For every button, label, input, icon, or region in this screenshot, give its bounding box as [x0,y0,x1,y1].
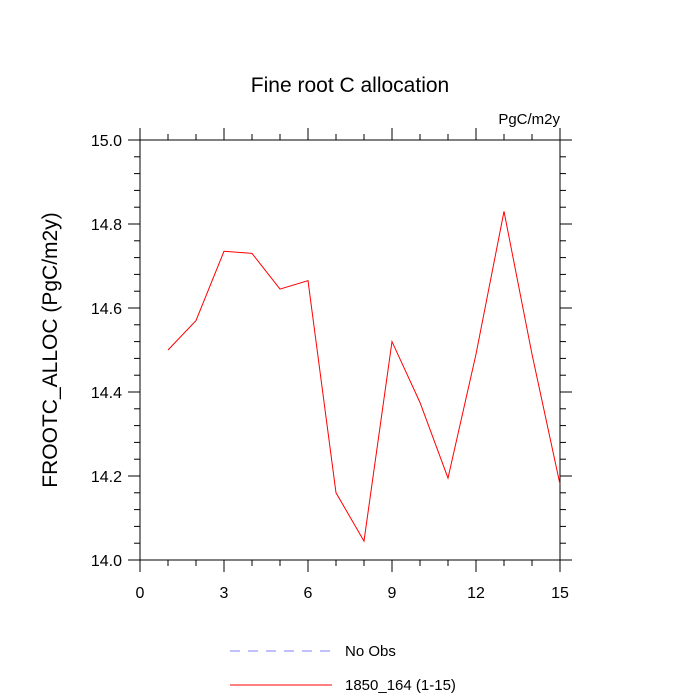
x-tick-label: 0 [136,585,145,602]
x-tick-label: 6 [304,585,313,602]
y-tick-label: 15.0 [91,133,122,150]
y-tick-label: 14.6 [91,301,122,318]
units-label: PgC/m2y [498,111,560,128]
legend-label-0: No Obs [345,643,396,660]
series-line-1 [167,211,561,543]
x-tick-label: 15 [551,585,569,602]
series-lines [167,211,561,543]
axis-ticks [128,128,572,572]
y-tick-label: 14.2 [91,469,122,486]
chart-title: Fine root C allocation [251,74,449,97]
x-tick-label: 3 [220,585,229,602]
x-tick-label: 9 [388,585,397,602]
y-axis-label: FROOTC_ALLOC (PgC/m2y) [39,212,62,487]
legend-label-1: 1850_164 (1-15) [345,677,456,694]
plot-frame [139,139,561,561]
x-tick-label: 12 [467,585,485,602]
y-tick-label: 14.4 [91,385,122,402]
legend: No Obs 1850_164 (1-15) [230,643,456,694]
tick-labels: 0 3 6 9 12 15 14.0 14.2 14.4 14.6 14.8 15.0 [91,133,569,602]
y-tick-label: 14.0 [91,553,122,570]
y-tick-label: 14.8 [91,217,122,234]
